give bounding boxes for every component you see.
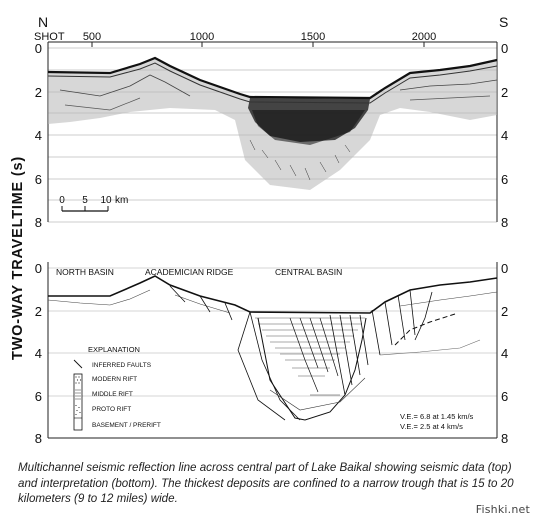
legend-swatch-column bbox=[73, 373, 83, 431]
time-tick-label: 6 bbox=[501, 389, 508, 404]
time-tick-label: 4 bbox=[35, 128, 42, 143]
legend-item: MODERN RIFT bbox=[92, 376, 137, 383]
time-tick-label: 2 bbox=[35, 304, 42, 319]
figure-caption: Multichannel seismic reflection line acr… bbox=[18, 461, 514, 505]
shot-tick-label: 500 bbox=[83, 31, 101, 43]
bottom-right-time-ticks: 0 2 4 6 8 bbox=[501, 261, 508, 446]
velocity-note: V.E.= 6.8 at 1.45 km/s bbox=[400, 412, 474, 421]
time-tick-label: 6 bbox=[35, 389, 42, 404]
time-tick-label: 4 bbox=[35, 346, 42, 361]
scale-tick-label: 5 bbox=[82, 195, 88, 206]
time-tick-label: 0 bbox=[501, 41, 508, 56]
legend-item: BASEMENT / PRERIFT bbox=[92, 422, 161, 429]
dotted-pattern-icon bbox=[75, 376, 82, 384]
legend-item: MIDDLE RIFT bbox=[92, 391, 133, 398]
region-label-academician-ridge: ACADEMICIAN RIDGE bbox=[145, 267, 234, 277]
shot-tick-label: 1500 bbox=[301, 31, 325, 43]
time-tick-label: 6 bbox=[501, 172, 508, 187]
watermark-logo: Fishki.net bbox=[475, 503, 530, 516]
grain-pattern-icon bbox=[75, 405, 81, 415]
shot-tick-label: 1000 bbox=[190, 31, 214, 43]
time-tick-label: 8 bbox=[35, 431, 42, 446]
seismic-data-image bbox=[47, 56, 498, 190]
time-tick-label: 0 bbox=[35, 261, 42, 276]
region-label-north-basin: NORTH BASIN bbox=[56, 267, 114, 277]
top-panel: 0 5 10 km bbox=[47, 41, 498, 223]
legend-title: EXPLANATION bbox=[88, 345, 140, 354]
time-tick-label: 8 bbox=[501, 215, 508, 230]
legend-item: PROTO RIFT bbox=[92, 406, 131, 413]
south-label: S bbox=[499, 14, 508, 30]
time-tick-label: 2 bbox=[501, 85, 508, 100]
north-label: N bbox=[38, 14, 48, 30]
scale-tick-label: 10 bbox=[100, 195, 112, 206]
time-tick-label: 8 bbox=[501, 431, 508, 446]
fault-line-icon bbox=[73, 359, 83, 369]
top-right-time-ticks: 0 2 4 6 8 bbox=[501, 41, 508, 230]
shot-axis-label: SHOT bbox=[34, 31, 65, 43]
scale-unit: km bbox=[115, 195, 128, 206]
velocity-note: V.E.= 2.5 at 4 km/s bbox=[400, 422, 463, 431]
time-tick-label: 2 bbox=[501, 304, 508, 319]
seismic-figure: 0 5 10 km bbox=[10, 14, 508, 446]
shot-tick-label: 2000 bbox=[412, 31, 436, 43]
time-tick-label: 0 bbox=[501, 261, 508, 276]
bottom-panel: NORTH BASIN ACADEMICIAN RIDGE CENTRAL BA… bbox=[47, 262, 498, 439]
top-left-time-ticks: 0 2 4 6 8 bbox=[35, 41, 42, 230]
dashed-pattern-icon bbox=[75, 389, 81, 400]
region-label-central-basin: CENTRAL BASIN bbox=[275, 267, 342, 277]
time-tick-label: 0 bbox=[35, 41, 42, 56]
vertical-axis-title: TWO-WAY TRAVELTIME (s) bbox=[10, 156, 26, 360]
time-tick-label: 8 bbox=[35, 215, 42, 230]
scale-bar: 0 5 10 km bbox=[59, 195, 128, 212]
interpretation-drawing bbox=[47, 275, 498, 421]
bottom-left-time-ticks: 0 2 4 6 8 bbox=[35, 261, 42, 446]
time-tick-label: 4 bbox=[501, 128, 508, 143]
time-tick-label: 6 bbox=[35, 172, 42, 187]
scale-tick-label: 0 bbox=[59, 195, 65, 206]
time-tick-label: 2 bbox=[35, 85, 42, 100]
explanation-legend: EXPLANATION INFERRED FAULTS MO bbox=[73, 345, 161, 431]
time-tick-label: 4 bbox=[501, 346, 508, 361]
legend-item: INFERRED FAULTS bbox=[92, 362, 152, 369]
